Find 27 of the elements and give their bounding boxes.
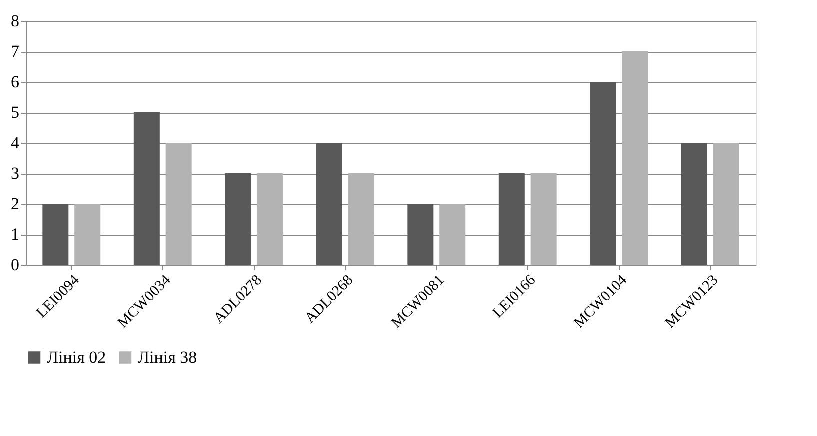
bar <box>348 174 374 265</box>
y-tick-label: 7 <box>11 42 20 61</box>
bar <box>622 52 648 265</box>
legend-label: Лінія 38 <box>138 348 198 367</box>
bar <box>316 143 342 265</box>
bar <box>408 204 434 265</box>
y-tick-label: 3 <box>11 164 20 183</box>
bar <box>42 204 69 265</box>
y-tick-label: 5 <box>11 103 20 122</box>
bar <box>681 143 708 265</box>
legend-label: Лінія 02 <box>47 348 106 367</box>
bar <box>74 204 101 265</box>
bar <box>498 174 525 265</box>
bar <box>134 112 160 265</box>
bar <box>713 143 740 265</box>
y-tick-label: 0 <box>11 256 20 274</box>
bar <box>440 204 466 265</box>
bar <box>530 174 557 265</box>
y-tick-label: 1 <box>11 225 20 244</box>
y-tick-label: 4 <box>11 134 20 152</box>
y-tick-label: 8 <box>11 12 20 30</box>
y-tick-label: 6 <box>11 72 20 92</box>
y-tick-label: 2 <box>11 194 20 214</box>
bar <box>257 174 284 265</box>
bar <box>590 82 616 265</box>
bar <box>225 174 252 265</box>
bar <box>166 143 192 265</box>
